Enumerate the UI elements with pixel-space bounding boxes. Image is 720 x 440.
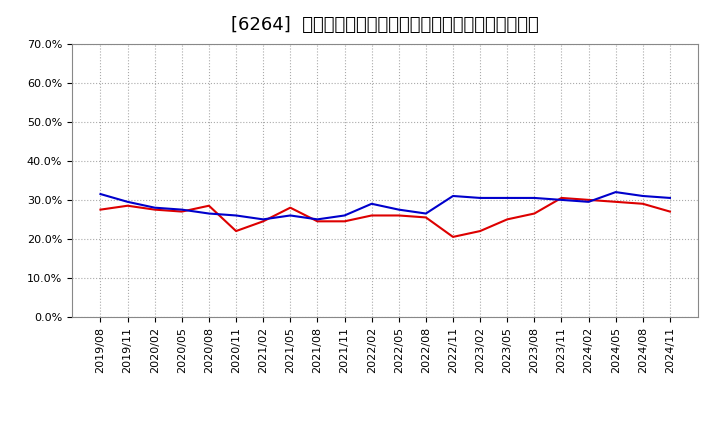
有利子負債	[286, 213, 294, 218]
有利子負債	[395, 207, 403, 212]
現預金	[259, 219, 268, 224]
有利子負債	[150, 205, 159, 210]
有利子負債	[611, 190, 620, 195]
現預金	[639, 201, 647, 206]
現預金	[96, 207, 105, 212]
現預金	[530, 211, 539, 216]
Title: [6264]  現預金、有利子負債の総資産に対する比率の推移: [6264] 現預金、有利子負債の総資産に対する比率の推移	[231, 16, 539, 34]
現預金	[557, 195, 566, 201]
有利子負債	[259, 217, 268, 222]
Line: 現預金: 現預金	[101, 198, 670, 237]
現預金	[449, 234, 457, 239]
現預金	[395, 213, 403, 218]
有利子負債	[421, 211, 430, 216]
有利子負債	[367, 201, 376, 206]
有利子負債	[639, 193, 647, 198]
有利子負債	[123, 199, 132, 205]
現預金	[503, 217, 511, 222]
有利子負債	[476, 195, 485, 201]
有利子負債	[584, 199, 593, 205]
有利子負債	[665, 195, 674, 201]
有利子負債	[341, 213, 349, 218]
現預金	[421, 215, 430, 220]
現預金	[123, 203, 132, 209]
現預金	[313, 219, 322, 224]
現預金	[204, 203, 213, 209]
現預金	[150, 207, 159, 212]
有利子負債	[232, 213, 240, 218]
現預金	[341, 219, 349, 224]
有利子負債	[204, 211, 213, 216]
現預金	[286, 205, 294, 210]
現預金	[476, 228, 485, 234]
Line: 有利子負債: 有利子負債	[101, 192, 670, 220]
現預金	[584, 197, 593, 202]
Legend: 現預金, 有利子負債: 現預金, 有利子負債	[287, 438, 484, 440]
有利子負債	[557, 197, 566, 202]
有利子負債	[503, 195, 511, 201]
有利子負債	[449, 193, 457, 198]
有利子負債	[178, 207, 186, 212]
有利子負債	[96, 191, 105, 197]
現預金	[367, 213, 376, 218]
有利子負債	[313, 217, 322, 222]
現預金	[665, 209, 674, 214]
現預金	[178, 209, 186, 214]
現預金	[611, 199, 620, 205]
現預金	[232, 228, 240, 234]
有利子負債	[530, 195, 539, 201]
